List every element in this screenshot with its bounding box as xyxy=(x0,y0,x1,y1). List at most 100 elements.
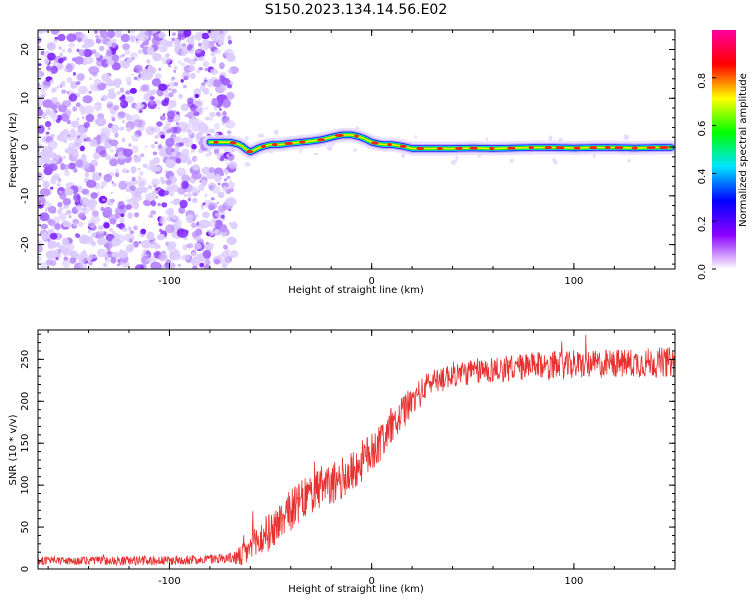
noise-blob xyxy=(106,247,111,252)
noise-blob xyxy=(178,93,183,99)
noise-blob xyxy=(209,151,212,155)
noise-blob xyxy=(180,180,189,189)
noise-blob xyxy=(83,55,94,65)
noise-blob xyxy=(202,211,210,219)
ridge-peak xyxy=(399,144,407,148)
noise-blob xyxy=(218,108,222,111)
colorbar-gradient xyxy=(712,30,736,269)
noise-blob xyxy=(76,135,81,139)
noise-blob xyxy=(50,176,57,185)
noise-blob xyxy=(210,197,215,201)
noise-blob xyxy=(38,63,42,66)
noise-blob xyxy=(152,151,158,156)
noise-blob xyxy=(214,152,218,156)
noise-blob xyxy=(109,158,118,167)
noise-blob xyxy=(106,207,109,212)
noise-blob xyxy=(33,32,36,36)
noise-blob xyxy=(41,232,48,240)
noise-blob xyxy=(66,77,73,83)
noise-blob xyxy=(214,229,220,235)
noise-blob xyxy=(75,72,86,82)
noise-blob xyxy=(100,30,109,39)
noise-blob xyxy=(59,52,63,57)
noise-blob xyxy=(40,91,47,98)
noise-blob xyxy=(222,85,228,90)
noise-blob xyxy=(152,52,162,62)
noise-blob xyxy=(91,210,99,217)
noise-blob xyxy=(88,235,94,243)
noise-blob xyxy=(192,164,200,171)
snr-x-tick-label: 100 xyxy=(564,576,583,587)
noise-blob xyxy=(244,136,249,141)
colorbar-tick-label: 0.2 xyxy=(697,216,708,232)
noise-blob xyxy=(131,145,139,154)
ridge-peak xyxy=(261,144,266,148)
noise-blob xyxy=(119,54,123,59)
spectrogram-y-tick-label: 20 xyxy=(20,43,31,56)
noise-blob xyxy=(58,212,67,221)
noise-blob xyxy=(192,265,198,269)
noise-blob xyxy=(53,39,58,43)
noise-blob xyxy=(103,253,109,258)
noise-blob xyxy=(91,232,97,238)
noise-blob xyxy=(56,182,61,187)
ridge-peak xyxy=(246,150,254,154)
noise-blob xyxy=(213,148,220,155)
colorbar-label: Normalized spectral amplitude xyxy=(738,73,749,227)
noise-blob xyxy=(227,39,233,45)
noise-blob xyxy=(32,187,38,194)
noise-blob xyxy=(225,172,228,176)
noise-blob xyxy=(111,124,119,134)
noise-blob xyxy=(623,134,630,140)
noise-blob xyxy=(38,36,42,44)
noise-blob xyxy=(38,30,45,35)
noise-blob xyxy=(69,129,77,138)
noise-blob xyxy=(209,128,216,134)
noise-blob xyxy=(414,135,417,139)
noise-blob xyxy=(111,117,116,122)
noise-blob xyxy=(55,242,61,248)
noise-blob xyxy=(74,56,85,65)
noise-blob xyxy=(213,106,218,111)
noise-blob xyxy=(216,201,219,205)
noise-blob xyxy=(38,174,44,180)
noise-blob xyxy=(58,206,64,211)
ridge-peak xyxy=(317,138,325,142)
noise-blob xyxy=(96,134,101,140)
spectrogram-x-tick-label: 0 xyxy=(368,276,374,287)
ridge-peak xyxy=(436,146,443,151)
noise-blob xyxy=(220,155,225,160)
noise-blob xyxy=(228,161,237,170)
snr-frame xyxy=(37,329,676,570)
noise-blob xyxy=(82,238,88,242)
noise-blob xyxy=(167,106,172,110)
noise-blob xyxy=(111,237,121,246)
noise-blob xyxy=(83,105,95,114)
noise-blob xyxy=(102,198,106,202)
ridge-peak xyxy=(528,146,534,150)
noise-blob xyxy=(61,100,72,108)
noise-blob xyxy=(140,255,151,265)
noise-blob xyxy=(33,186,35,189)
noise-blob xyxy=(227,84,233,89)
noise-blob xyxy=(121,119,125,124)
noise-blob xyxy=(104,256,108,260)
noise-blob xyxy=(175,122,179,126)
noise-blob xyxy=(229,250,239,258)
noise-blob xyxy=(44,208,48,212)
noise-blob xyxy=(130,230,134,234)
noise-blob xyxy=(121,137,126,143)
noise-blob xyxy=(48,110,57,118)
ridge-peak xyxy=(387,143,392,147)
snr-panel: -100 0 100 0 50 100 150 200 250 Height of strai… xyxy=(8,329,676,595)
ridge-peak xyxy=(555,146,565,150)
noise-blob xyxy=(43,183,49,189)
noise-blob xyxy=(202,249,212,259)
noise-blob xyxy=(91,49,97,55)
noise-blob xyxy=(152,190,158,195)
noise-blob xyxy=(165,208,175,216)
noise-blob xyxy=(206,172,215,180)
noise-blob xyxy=(72,106,78,112)
noise-blob xyxy=(221,214,225,219)
